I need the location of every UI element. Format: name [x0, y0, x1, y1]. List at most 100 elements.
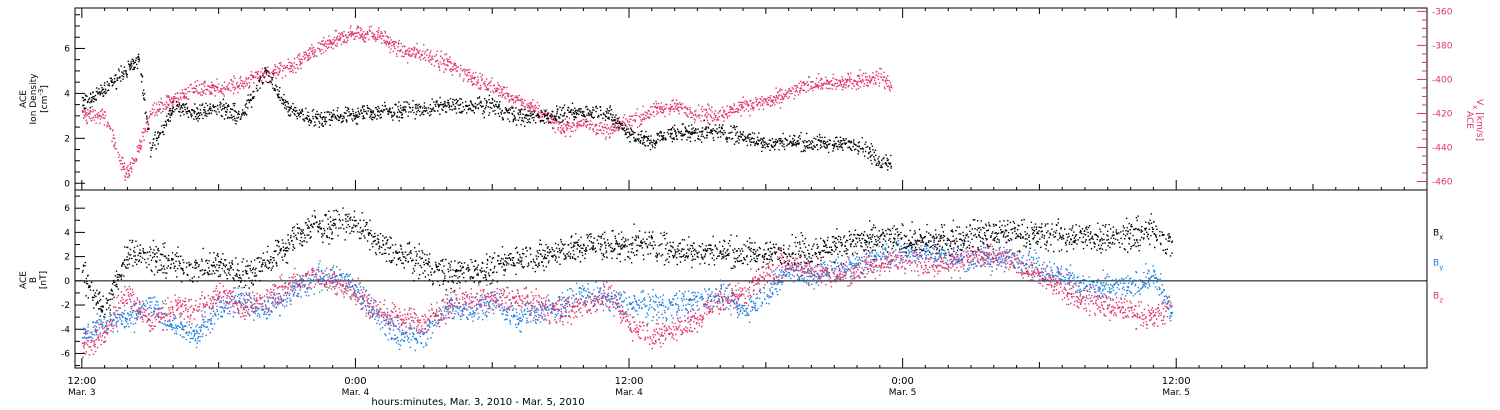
density-point	[776, 141, 779, 143]
density-point	[488, 94, 491, 97]
vx-point	[787, 97, 789, 100]
density-point	[171, 109, 173, 111]
vx-point	[676, 102, 678, 105]
density-point	[201, 113, 203, 116]
vx-point	[357, 31, 359, 34]
by-point	[326, 274, 328, 276]
density-point	[400, 107, 402, 109]
vx-point	[366, 31, 369, 34]
density-point	[102, 95, 105, 97]
by-point	[452, 308, 454, 310]
vx-point	[706, 111, 708, 114]
vx-point	[85, 119, 87, 121]
density-point	[862, 151, 864, 153]
density-point	[194, 116, 197, 118]
density-point	[424, 107, 426, 109]
density-point	[517, 112, 519, 114]
by-point	[235, 300, 237, 302]
density-point	[726, 141, 728, 143]
density-point	[596, 107, 598, 110]
by-point	[151, 301, 153, 303]
by-point	[212, 310, 215, 312]
vx-point	[782, 93, 785, 95]
vx-point	[403, 46, 406, 48]
density-point	[334, 117, 336, 119]
vx-point	[324, 42, 326, 45]
vx-point	[485, 86, 488, 88]
vx-point	[545, 109, 548, 111]
by-point	[153, 310, 155, 312]
density-point	[811, 146, 813, 149]
vx-point	[660, 106, 662, 108]
density-point	[369, 116, 371, 119]
by-point	[204, 321, 206, 323]
density-point	[191, 114, 193, 116]
vx-point	[166, 96, 168, 98]
density-point	[842, 149, 844, 151]
vx-point	[755, 99, 757, 101]
by-point	[238, 312, 240, 315]
density-point	[256, 84, 258, 87]
density-point	[831, 144, 834, 146]
vx-point	[464, 69, 467, 72]
density-point	[638, 133, 640, 136]
density-point	[827, 151, 830, 154]
vx-point	[89, 109, 91, 112]
density-point	[628, 136, 630, 138]
density-point	[840, 146, 842, 148]
vx-point	[822, 83, 824, 85]
vx-point	[281, 65, 283, 67]
vx-point	[452, 68, 455, 70]
by-point	[397, 319, 399, 322]
vx-point	[348, 34, 350, 37]
vx-point	[857, 84, 859, 87]
density-point	[479, 101, 481, 104]
vx-point	[406, 50, 408, 52]
vx-point	[781, 98, 784, 100]
vx-point	[139, 139, 141, 141]
vx-point	[744, 103, 747, 105]
density-point	[651, 144, 653, 146]
density-point	[230, 114, 233, 116]
density-point	[92, 91, 94, 94]
density-point	[519, 117, 521, 119]
density-point	[795, 143, 797, 146]
vx-point	[886, 79, 889, 82]
density-point	[833, 140, 835, 142]
density-point	[134, 61, 136, 64]
density-point	[225, 114, 227, 116]
by-point	[376, 310, 378, 312]
by-point	[157, 316, 159, 318]
vx-point	[365, 33, 367, 36]
density-point	[403, 106, 405, 108]
density-point	[345, 120, 348, 122]
density-point	[508, 108, 510, 110]
density-point	[887, 169, 889, 171]
vx-point	[527, 106, 529, 109]
vx-point	[633, 119, 636, 121]
by-point	[390, 338, 392, 340]
by-point	[110, 314, 113, 316]
density-point	[423, 105, 425, 107]
density-point	[173, 111, 175, 113]
vx-point	[308, 52, 310, 55]
by-point	[285, 294, 288, 297]
density-point	[618, 122, 620, 124]
density-point	[520, 108, 523, 110]
vx-tick-label: -420	[1432, 109, 1453, 119]
density-point	[392, 119, 394, 121]
vx-point	[311, 44, 313, 46]
density-point	[755, 142, 757, 144]
density-point	[648, 139, 651, 142]
by-point	[372, 314, 374, 317]
density-point	[483, 111, 486, 113]
density-point	[316, 110, 318, 113]
vx-point	[478, 87, 480, 90]
vx-point	[137, 150, 139, 152]
vx-point	[719, 109, 721, 112]
density-point	[393, 114, 396, 116]
by-point	[340, 273, 342, 275]
vx-point	[446, 58, 448, 60]
vx-point	[424, 50, 427, 53]
vx-point	[145, 122, 147, 124]
